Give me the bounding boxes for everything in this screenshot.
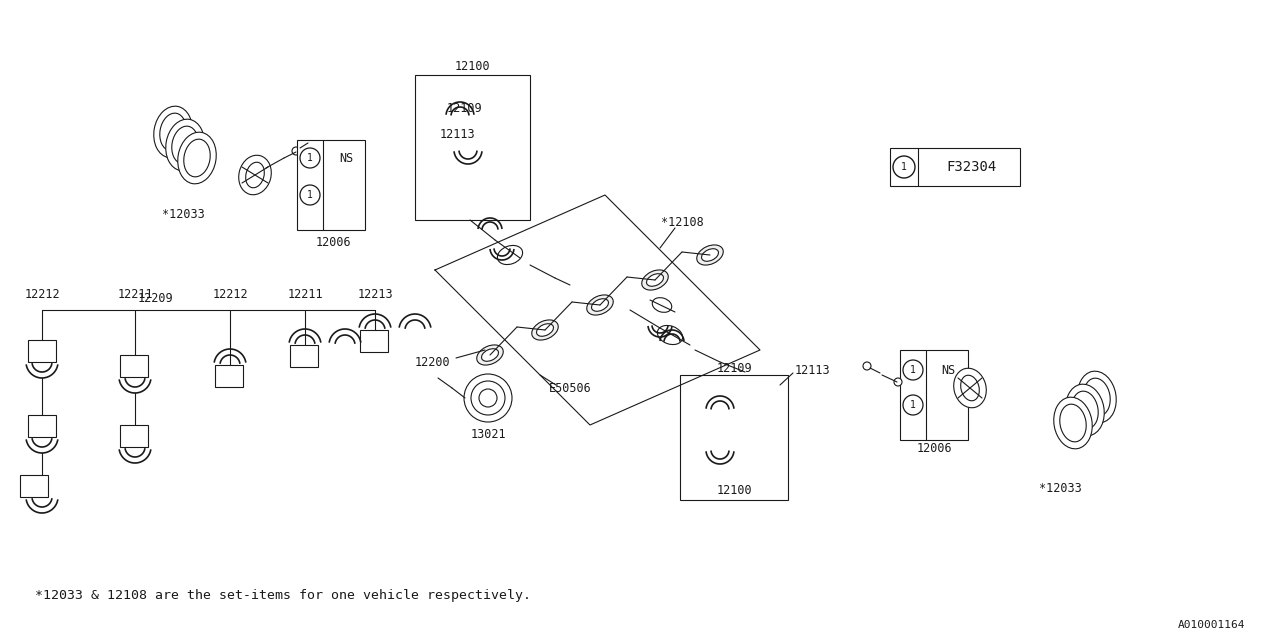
Ellipse shape xyxy=(1060,404,1087,442)
Ellipse shape xyxy=(653,298,672,312)
Circle shape xyxy=(300,148,320,168)
Ellipse shape xyxy=(165,119,205,171)
Ellipse shape xyxy=(246,162,265,188)
Text: 12212: 12212 xyxy=(24,289,60,301)
Bar xyxy=(680,375,788,500)
Ellipse shape xyxy=(160,113,186,151)
Text: *12033 & 12108 are the set-items for one vehicle respectively.: *12033 & 12108 are the set-items for one… xyxy=(35,589,531,602)
Text: 12006: 12006 xyxy=(916,442,952,454)
Ellipse shape xyxy=(646,274,663,286)
Text: 12100: 12100 xyxy=(454,61,490,74)
Bar xyxy=(28,415,56,437)
Ellipse shape xyxy=(536,324,553,336)
Ellipse shape xyxy=(586,295,613,315)
Bar xyxy=(890,148,1020,186)
Text: 12211: 12211 xyxy=(118,289,152,301)
Text: NS: NS xyxy=(941,364,955,376)
Ellipse shape xyxy=(1078,371,1116,423)
Ellipse shape xyxy=(591,299,608,311)
Ellipse shape xyxy=(498,246,522,264)
Text: E50506: E50506 xyxy=(549,381,591,394)
Text: 1: 1 xyxy=(910,365,916,375)
Circle shape xyxy=(893,378,902,386)
Text: *12033: *12033 xyxy=(161,209,205,221)
Bar xyxy=(900,350,968,440)
Text: 1: 1 xyxy=(307,153,312,163)
Ellipse shape xyxy=(172,126,198,164)
Text: 12113: 12113 xyxy=(440,129,476,141)
Ellipse shape xyxy=(476,345,503,365)
Text: 12113: 12113 xyxy=(795,364,831,376)
Bar xyxy=(415,75,530,220)
Text: 12109: 12109 xyxy=(447,102,483,115)
Text: A010001164: A010001164 xyxy=(1178,620,1245,630)
Text: 1: 1 xyxy=(307,190,312,200)
Ellipse shape xyxy=(701,249,718,261)
Ellipse shape xyxy=(696,245,723,265)
Text: 12109: 12109 xyxy=(717,362,751,374)
Text: NS: NS xyxy=(339,152,353,164)
Bar xyxy=(120,425,148,447)
Ellipse shape xyxy=(481,349,498,361)
Bar xyxy=(360,330,388,352)
Bar xyxy=(120,355,148,377)
Circle shape xyxy=(902,395,923,415)
Text: F32304: F32304 xyxy=(947,160,997,174)
Ellipse shape xyxy=(641,270,668,290)
Circle shape xyxy=(292,147,300,155)
Text: 12212: 12212 xyxy=(212,289,248,301)
Ellipse shape xyxy=(238,156,271,195)
Bar xyxy=(297,140,365,230)
Ellipse shape xyxy=(184,139,210,177)
Ellipse shape xyxy=(471,381,506,415)
Bar xyxy=(28,340,56,362)
Circle shape xyxy=(863,362,870,370)
Text: 1: 1 xyxy=(901,162,908,172)
Text: 12006: 12006 xyxy=(315,236,351,248)
Ellipse shape xyxy=(1053,397,1092,449)
Ellipse shape xyxy=(961,375,979,401)
Ellipse shape xyxy=(954,368,987,408)
Ellipse shape xyxy=(658,326,682,344)
Text: 1: 1 xyxy=(910,400,916,410)
Bar xyxy=(215,365,243,387)
Ellipse shape xyxy=(465,374,512,422)
Ellipse shape xyxy=(154,106,192,158)
Circle shape xyxy=(300,185,320,205)
Ellipse shape xyxy=(531,320,558,340)
Text: 13021: 13021 xyxy=(470,429,506,442)
Circle shape xyxy=(893,156,915,178)
Text: *12033: *12033 xyxy=(1038,481,1082,495)
Ellipse shape xyxy=(1071,391,1098,429)
Bar xyxy=(291,345,317,367)
Text: 12100: 12100 xyxy=(717,483,751,497)
Circle shape xyxy=(902,360,923,380)
Ellipse shape xyxy=(479,389,497,407)
Text: *12108: *12108 xyxy=(660,216,704,228)
Ellipse shape xyxy=(178,132,216,184)
Ellipse shape xyxy=(1084,378,1110,416)
Text: 12200: 12200 xyxy=(415,355,451,369)
Text: 12211: 12211 xyxy=(287,289,323,301)
Text: 12209: 12209 xyxy=(137,291,173,305)
Ellipse shape xyxy=(1066,384,1105,436)
Text: 12213: 12213 xyxy=(357,289,393,301)
Bar xyxy=(20,475,49,497)
